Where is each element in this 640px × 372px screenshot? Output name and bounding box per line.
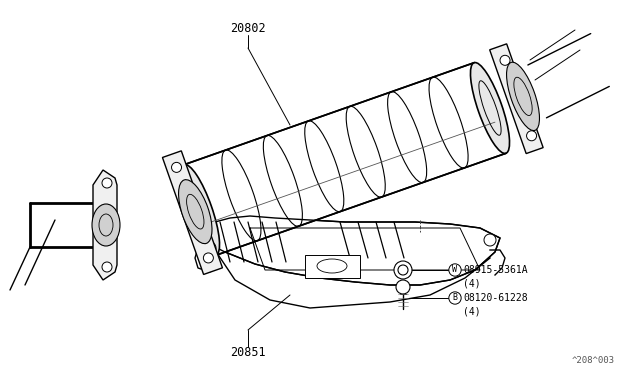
Circle shape — [394, 261, 412, 279]
Circle shape — [172, 162, 182, 172]
Text: 20851: 20851 — [230, 346, 266, 359]
Ellipse shape — [92, 204, 120, 246]
Text: 20802: 20802 — [230, 22, 266, 35]
Polygon shape — [163, 151, 223, 275]
Ellipse shape — [507, 62, 540, 131]
Ellipse shape — [180, 164, 220, 256]
Circle shape — [527, 131, 536, 141]
Text: ^208^003: ^208^003 — [572, 356, 615, 365]
Circle shape — [204, 253, 213, 263]
Text: 08120-61228: 08120-61228 — [463, 293, 527, 303]
Polygon shape — [305, 255, 360, 278]
Ellipse shape — [179, 180, 212, 244]
Polygon shape — [198, 216, 500, 285]
Text: W: W — [452, 266, 458, 275]
Circle shape — [204, 242, 216, 254]
Polygon shape — [93, 170, 117, 280]
Polygon shape — [490, 44, 543, 154]
Circle shape — [500, 55, 510, 65]
Text: (4): (4) — [463, 306, 481, 316]
Circle shape — [396, 280, 410, 294]
Ellipse shape — [470, 62, 509, 154]
Polygon shape — [184, 63, 506, 255]
Circle shape — [102, 178, 112, 188]
Text: (4): (4) — [463, 278, 481, 288]
Circle shape — [484, 234, 496, 246]
Circle shape — [102, 262, 112, 272]
Text: 08915-5361A: 08915-5361A — [463, 265, 527, 275]
Text: B: B — [452, 294, 458, 302]
